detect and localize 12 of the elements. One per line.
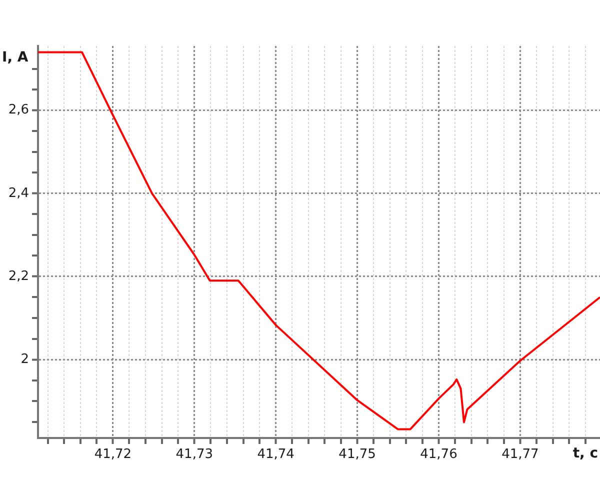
x-axis-title: t, c	[572, 446, 598, 462]
x-tick-label: 41,74	[257, 447, 294, 462]
x-tick-label: 41,75	[338, 447, 376, 462]
x-tick-label: 41,76	[420, 447, 458, 462]
y-tick-label: 2,4	[8, 186, 29, 201]
y-axis-title: I, A	[2, 50, 28, 66]
y-tick-label: 2,2	[8, 268, 29, 284]
x-tick-label: 41,73	[176, 447, 213, 462]
x-tick-label: 41,72	[94, 447, 132, 462]
x-tick-label: 41,77	[502, 447, 539, 462]
y-tick-label: 2	[20, 352, 29, 367]
y-tick-label: 2,6	[8, 102, 29, 118]
